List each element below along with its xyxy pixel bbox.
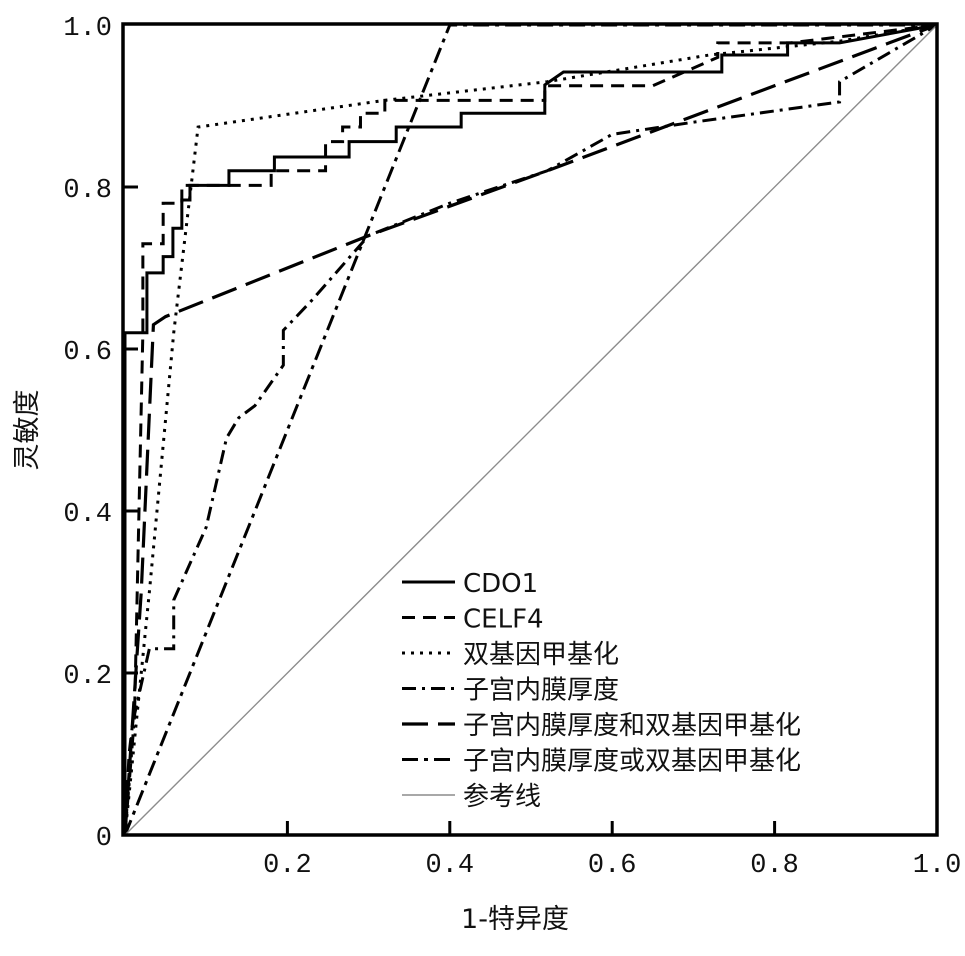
x-tick-label: 0.4 [425,851,474,881]
series-line-6 [124,24,938,836]
y-tick-label: 0.4 [63,500,112,530]
x-tick-label: 1.0 [913,851,962,881]
legend-label: CDO1 [463,569,538,599]
legend-label: 参考线 [463,782,541,812]
plot-frame [121,22,939,837]
legend-label: CELF4 [463,605,544,635]
legend-label: 子宫内膜厚度 [463,676,619,706]
x-tick-label: 0.2 [263,851,312,881]
x-tick-label: 0.6 [588,851,637,881]
legend-label: 子宫内膜厚度或双基因甲基化 [463,747,801,777]
series-line-3 [123,23,938,836]
legend-label: 双基因甲基化 [463,640,619,670]
series-line-1 [123,23,938,836]
y-tick-label: 0.2 [63,662,112,692]
y-tick-label: 0 [96,824,112,854]
y-axis-label: 灵敏度 [12,390,43,471]
y-tick-label: 0.8 [63,176,112,206]
x-tick-label: 0.8 [750,851,799,881]
series-line-2 [123,23,938,836]
legend-label: 子宫内膜厚度和双基因甲基化 [463,711,801,741]
legend: CDO1 CELF4 双基因甲基化子宫内膜厚度子宫内膜厚度和双基因甲基化子宫内膜厚度… [402,569,801,812]
series-line-4 [123,23,938,836]
ticks-layer: 0 0.2 0.4 0.6 0.8 1.0 0.2 0.4 0.6 0.8 1.0 [63,14,961,881]
series-line-0 [123,23,938,835]
x-axis-label: 1-特异度 [461,904,569,935]
y-tick-label: 0.6 [63,338,112,368]
y-tick-label: 1.0 [63,14,112,44]
